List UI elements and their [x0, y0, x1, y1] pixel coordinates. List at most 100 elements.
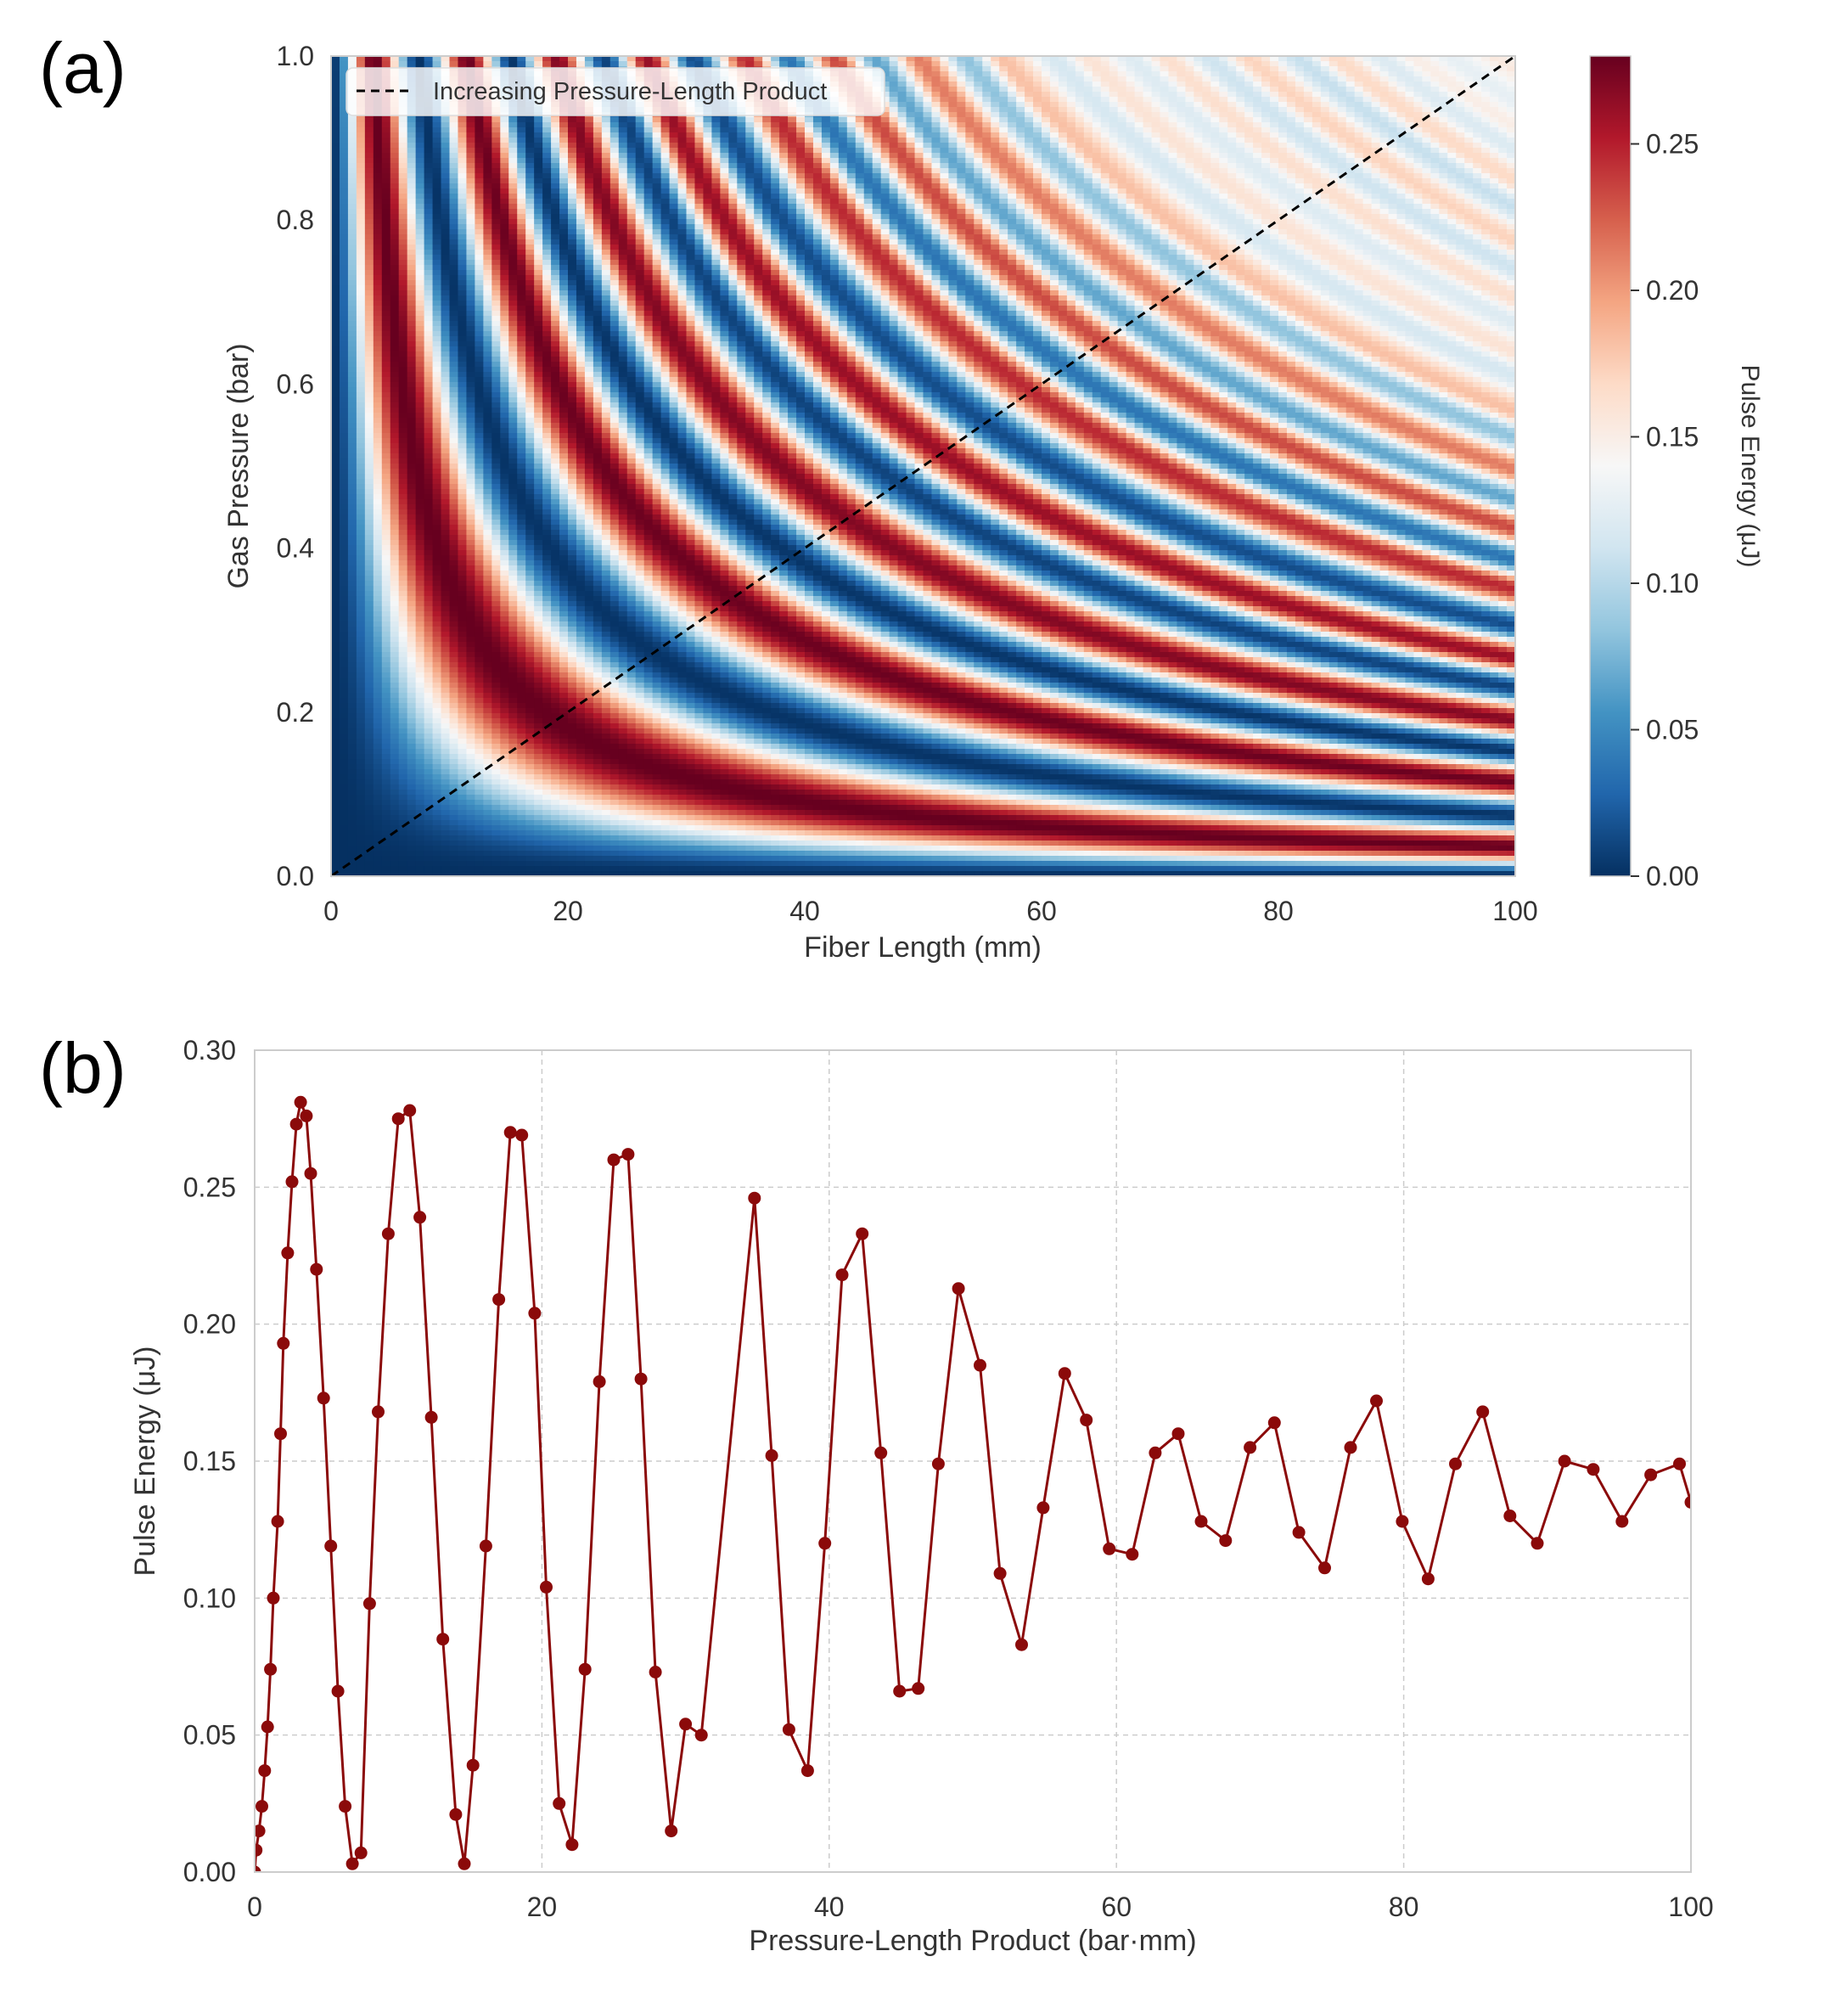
heatmap-cell [374, 117, 383, 123]
heatmap-cell [982, 158, 991, 164]
heatmap-cell [610, 234, 620, 240]
heatmap-cell [940, 188, 949, 194]
heatmap-cell [551, 219, 560, 225]
heatmap-cell [593, 61, 603, 67]
heatmap-cell [957, 132, 966, 138]
heatmap-cell [965, 163, 975, 169]
heatmap-cell [1389, 209, 1398, 215]
heatmap-cell [593, 132, 603, 138]
heatmap-row [331, 234, 1516, 240]
heatmap-cell [694, 153, 704, 159]
heatmap-cell [348, 148, 357, 154]
heatmap-cell [915, 117, 924, 123]
heatmap-cell [483, 173, 492, 179]
heatmap-cell [1101, 204, 1110, 210]
heatmap-cell [991, 82, 1000, 87]
heatmap-cell [670, 153, 679, 159]
heatmap-cell [915, 56, 924, 62]
heatmap-cell [636, 183, 645, 189]
heatmap-cell [1016, 66, 1025, 72]
heatmap-cell [830, 132, 840, 138]
heatmap-cell [805, 148, 814, 154]
heatmap-cell [1278, 148, 1288, 154]
heatmap-cell [1261, 132, 1271, 138]
heatmap-cell [1304, 178, 1313, 184]
heatmap-cell [907, 178, 916, 184]
heatmap-cell [1185, 219, 1194, 225]
heatmap-cell [559, 163, 569, 169]
heatmap-cell [1109, 153, 1119, 159]
heatmap-cell [424, 168, 434, 174]
heatmap-cell [1397, 107, 1407, 113]
heatmap-cell [1025, 194, 1034, 200]
heatmap-cell [1439, 112, 1448, 118]
heatmap-cell [915, 168, 924, 174]
heatmap-cell [542, 199, 552, 205]
heatmap-cell [1084, 153, 1093, 159]
heatmap-cell [450, 158, 459, 164]
heatmap-cell [365, 163, 374, 169]
heatmap-cell [1076, 183, 1085, 189]
heatmap-cell [1025, 66, 1034, 72]
heatmap-cell [1355, 127, 1364, 133]
heatmap-cell [1295, 194, 1305, 200]
heatmap-cell [1422, 61, 1431, 67]
heatmap-cell [1389, 97, 1398, 103]
heatmap-cell [1312, 229, 1322, 235]
heatmap-cell [390, 194, 400, 200]
heatmap-cell [1118, 132, 1127, 138]
heatmap-cell [999, 127, 1008, 133]
heatmap-cell [619, 219, 628, 225]
heatmap-cell [1270, 163, 1279, 169]
heatmap-cell [737, 163, 746, 169]
heatmap-cell [1042, 87, 1051, 93]
heatmap-cell [754, 204, 763, 210]
heatmap-cell [627, 56, 637, 62]
heatmap-cell [585, 183, 594, 189]
heatmap-cell [1143, 158, 1153, 164]
heatmap-cell [508, 204, 518, 210]
heatmap-cell [1126, 102, 1136, 108]
heatmap-cell [1042, 178, 1051, 184]
heatmap-cell [661, 56, 671, 62]
heatmap-cell [737, 56, 746, 62]
heatmap-cell [1093, 122, 1102, 128]
heatmap-cell [1210, 112, 1220, 118]
heatmap-cell [441, 209, 451, 215]
heatmap-cell [399, 61, 408, 67]
heatmap-cell [1397, 122, 1407, 128]
heatmap-cell [1464, 107, 1474, 113]
heatmap-cell [931, 214, 941, 220]
heatmap-cell [991, 163, 1000, 169]
heatmap-cell [999, 163, 1008, 169]
heatmap-cell [568, 209, 577, 215]
heatmap-cell [593, 173, 603, 179]
heatmap-cell [1430, 97, 1440, 103]
heatmap-cell [610, 199, 620, 205]
heatmap-cell [1194, 153, 1203, 159]
heatmap-cell [771, 163, 780, 169]
heatmap-cell [1312, 127, 1322, 133]
heatmap-cell [1253, 188, 1262, 194]
heatmap-cell [1498, 188, 1508, 194]
heatmap-cell [1287, 229, 1296, 235]
heatmap-cell [1042, 82, 1051, 87]
heatmap-cell [534, 188, 543, 194]
heatmap-cell [720, 214, 729, 220]
heatmap-cell [1210, 148, 1220, 154]
heatmap-cell [1016, 82, 1025, 87]
heatmap-cell [1490, 178, 1499, 184]
heatmap-cell [881, 214, 890, 220]
heatmap-cell [1312, 224, 1322, 230]
heatmap-cell [1422, 199, 1431, 205]
heatmap-cell [745, 122, 755, 128]
heatmap-cell [982, 138, 991, 143]
heatmap-cell [1253, 138, 1262, 143]
heatmap-cell [1287, 87, 1296, 93]
heatmap-cell [881, 132, 890, 138]
heatmap-cell [737, 234, 746, 240]
heatmap-cell [890, 102, 899, 108]
heatmap-cell [1067, 97, 1076, 103]
heatmap-cell [1033, 56, 1042, 62]
heatmap-cell [1093, 107, 1102, 113]
